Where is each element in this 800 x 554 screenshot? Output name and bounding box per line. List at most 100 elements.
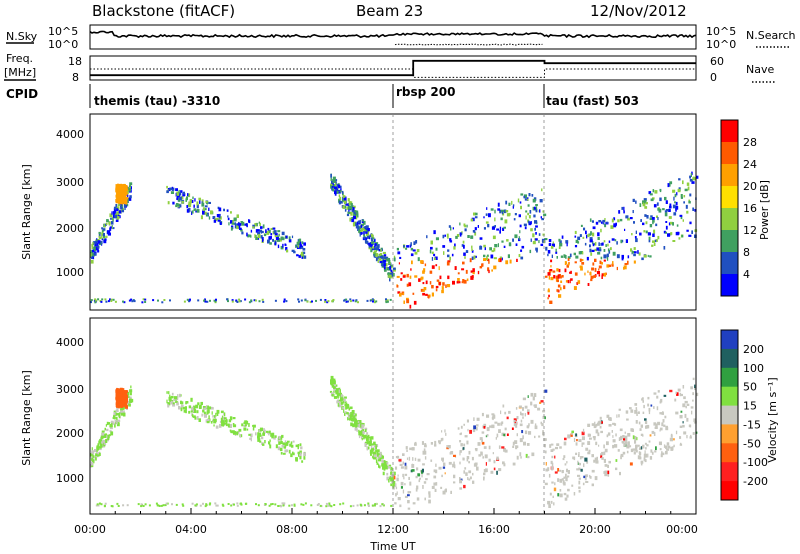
scatter-cell	[581, 442, 585, 445]
scatter-cell	[267, 227, 270, 231]
scatter-cell	[577, 460, 579, 465]
scatter-cell	[414, 251, 418, 255]
scatter-cell	[260, 436, 264, 440]
scatter-cell	[176, 396, 179, 401]
scatter-cell	[644, 418, 647, 421]
scatter-cell	[598, 242, 600, 246]
scatter-cell	[169, 299, 171, 302]
scatter-cell	[114, 300, 117, 303]
scatter-cell	[297, 245, 299, 248]
scatter-cell	[578, 467, 581, 471]
scatter-cell	[303, 242, 306, 246]
scatter-cell	[504, 219, 508, 224]
scatter-cell	[498, 258, 502, 263]
scatter-cell	[119, 396, 122, 401]
scatter-cell	[293, 250, 296, 254]
scatter-cell	[116, 388, 119, 391]
scatter-cell	[612, 444, 615, 449]
scatter-cell	[269, 242, 272, 245]
scatter-cell	[674, 398, 677, 402]
scatter-cell	[346, 402, 348, 407]
scatter-cell	[335, 384, 338, 387]
scatter-cell	[492, 417, 494, 421]
scatter-cell	[633, 221, 635, 224]
scatter-cell	[272, 238, 274, 242]
scatter-cell	[449, 452, 451, 455]
scatter-cell	[264, 503, 267, 506]
scatter-cell	[589, 237, 593, 241]
scatter-cell	[175, 399, 177, 403]
scatter-cell	[254, 223, 257, 227]
scatter-cell	[657, 208, 660, 211]
scatter-cell	[157, 504, 160, 507]
scatter-cell	[548, 504, 551, 508]
scatter-cell	[394, 502, 397, 505]
scatter-cell	[113, 206, 117, 210]
scatter-cell	[101, 243, 103, 246]
scatter-cell	[598, 274, 601, 277]
scatter-cell	[349, 406, 353, 410]
scatter-cell	[253, 299, 256, 302]
scatter-cell	[669, 437, 673, 442]
scatter-cell	[315, 299, 317, 302]
scatter-cell	[594, 248, 597, 252]
scatter-cell	[127, 391, 130, 396]
scatter-cell	[601, 221, 603, 224]
scatter-cell	[216, 409, 220, 414]
scatter-cell	[106, 428, 109, 432]
scatter-cell	[589, 239, 593, 243]
scatter-cell	[542, 434, 545, 437]
scatter-cell	[672, 222, 674, 226]
scatter-cell	[330, 177, 332, 182]
scatter-cell	[631, 429, 634, 432]
scatter-cell	[486, 255, 488, 259]
scatter-cell	[575, 442, 578, 446]
scatter-cell	[680, 216, 683, 220]
scatter-cell	[97, 452, 101, 456]
scatter-cell	[556, 256, 558, 259]
scatter-cell	[658, 441, 662, 446]
scatter-cell	[278, 441, 280, 445]
scatter-cell	[459, 232, 462, 237]
scatter-cell	[535, 204, 538, 207]
scatter-cell	[573, 492, 576, 496]
scatter-cell	[144, 503, 147, 506]
scatter-cell	[637, 250, 639, 254]
scatter-cell	[254, 299, 257, 302]
scatter-cell	[326, 301, 329, 304]
power-colorbar	[721, 120, 738, 297]
scatter-cell	[361, 219, 365, 222]
scatter-cell	[429, 249, 432, 254]
scatter-cell	[601, 451, 604, 456]
scatter-cell	[447, 249, 450, 252]
scatter-cell	[352, 504, 355, 507]
scatter-cell	[606, 441, 609, 446]
scatter-cell	[504, 449, 508, 453]
scatter-cell	[469, 476, 472, 480]
power-ytick-3000: 3000	[56, 176, 84, 189]
scatter-cell	[638, 456, 642, 460]
scatter-cell	[599, 425, 602, 429]
scatter-cell	[268, 430, 271, 434]
scatter-cell	[691, 410, 693, 415]
scatter-cell	[397, 291, 401, 294]
scatter-cell	[110, 420, 114, 423]
scatter-cell	[120, 204, 123, 208]
scatter-cell	[668, 208, 671, 212]
scatter-cell	[353, 417, 356, 420]
scatter-cell	[373, 504, 376, 507]
scatter-cell	[595, 441, 598, 446]
scatter-cell	[557, 284, 561, 288]
scatter-cell	[120, 406, 123, 411]
scatter-cell	[178, 189, 180, 194]
scatter-cell	[490, 208, 494, 211]
scatter-cell	[397, 251, 401, 255]
scatter-cell	[110, 300, 113, 302]
scatter-cell	[607, 474, 610, 477]
scatter-cell	[532, 206, 535, 211]
scatter-cell	[579, 265, 583, 268]
scatter-cell	[209, 502, 212, 505]
scatter-cell	[107, 434, 110, 439]
scatter-cell	[216, 214, 220, 218]
scatter-cell	[632, 435, 635, 440]
